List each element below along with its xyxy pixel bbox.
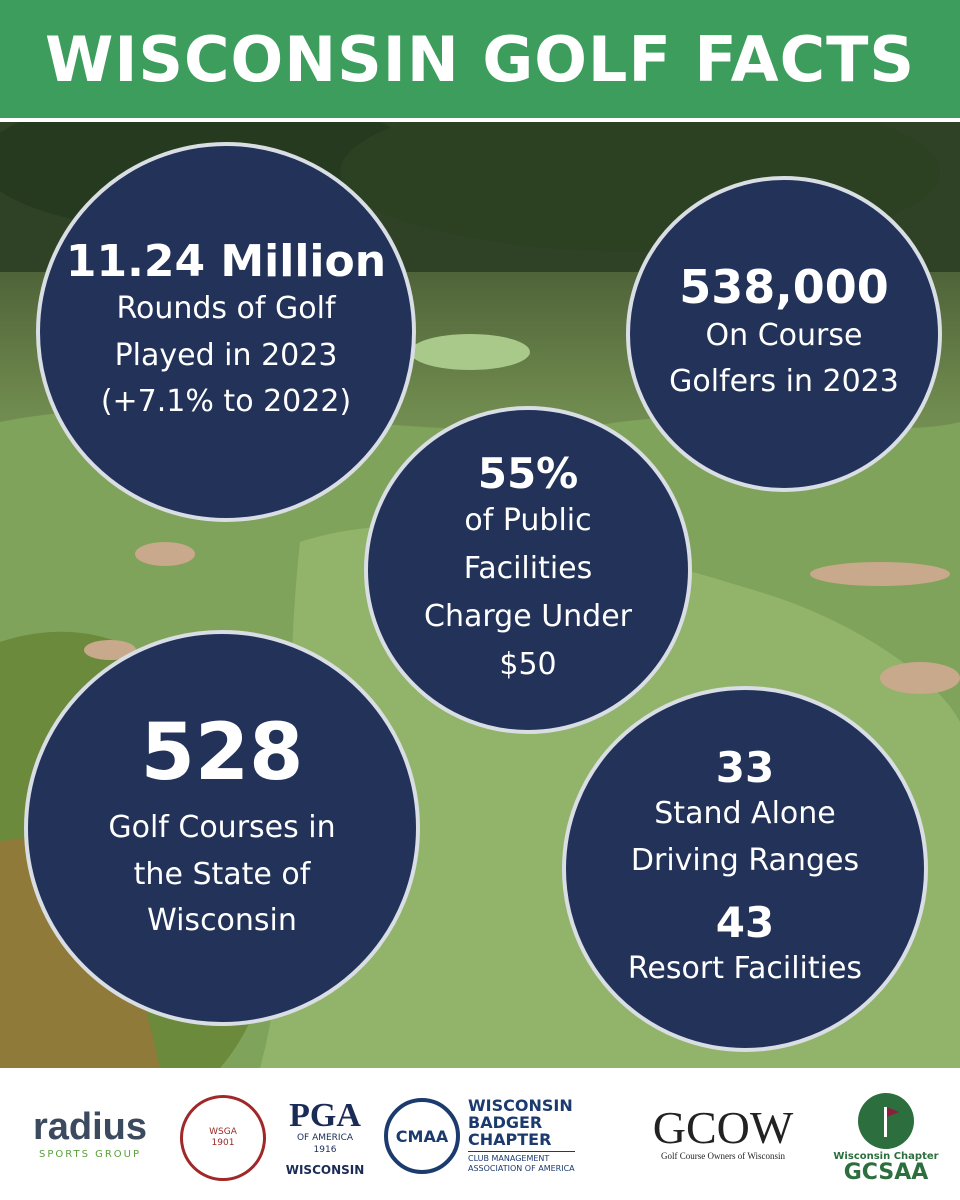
gcow-wordmark: GCOW xyxy=(652,1102,794,1153)
radius-logo: radius SPORTS GROUP xyxy=(20,1098,160,1168)
header-banner: WISCONSIN GOLF FACTS xyxy=(0,0,960,122)
gcsaa-chapter: Wisconsin Chapter xyxy=(833,1150,939,1162)
gcow-logo: GCOW Golf Course Owners of Wisconsin xyxy=(628,1098,818,1168)
gcsaa-logo: Wisconsin Chapter GCSAA xyxy=(828,1088,944,1188)
fact-line: the State of xyxy=(133,856,311,892)
fact-circle-ranges-resorts: 33 Stand Alone Driving Ranges 43 Resort … xyxy=(562,686,928,1052)
wsga-letters: WSGA xyxy=(209,1127,237,1138)
pga-year: 1916 xyxy=(313,1145,337,1155)
fact-headline: 33 xyxy=(715,743,775,793)
fact-headline: 538,000 xyxy=(679,260,889,315)
fact-line: Golf Courses in xyxy=(108,810,336,846)
fact-line: Played in 2023 xyxy=(114,337,338,373)
fact-circle-courses: 528 Golf Courses in the State of Wiscons… xyxy=(24,630,420,1026)
fact-line: Resort Facilities xyxy=(627,951,863,987)
pga-region: WISCONSIN xyxy=(285,1162,365,1177)
fact-line: Wisconsin xyxy=(147,903,297,939)
sand-bunker xyxy=(135,542,195,566)
cmaa-line: WISCONSIN xyxy=(468,1096,573,1116)
sponsor-footer: radius SPORTS GROUP WSGA 1901 PGA OF AME… xyxy=(0,1068,960,1200)
wsga-year: 1901 xyxy=(211,1138,235,1148)
fact-circle-rounds: 11.24 Million Rounds of Golf Played in 2… xyxy=(36,142,416,522)
cmaa-line: CHAPTER xyxy=(468,1129,552,1149)
fact-line: Charge Under xyxy=(424,599,632,635)
radius-wordmark: radius xyxy=(32,1106,148,1148)
green xyxy=(410,334,530,370)
cmaa-line: ASSOCIATION OF AMERICA xyxy=(468,1163,575,1173)
wsga-logo: WSGA 1901 xyxy=(175,1090,271,1186)
fact-line: $50 xyxy=(499,647,557,683)
fact-circle-golfers: 538,000 On Course Golfers in 2023 xyxy=(626,176,942,492)
fact-line: of Public xyxy=(464,503,592,539)
gcsaa-wordmark: GCSAA xyxy=(843,1159,929,1185)
gcow-subtitle: Golf Course Owners of Wisconsin xyxy=(661,1151,785,1161)
fact-line: Driving Ranges xyxy=(630,842,860,878)
fact-line: Golfers in 2023 xyxy=(669,364,899,400)
cmaa-logo: CMAA WISCONSIN BADGER CHAPTER CLUB MANAG… xyxy=(384,1096,614,1176)
sand-bunker xyxy=(810,562,950,586)
fact-headline: 11.24 Million xyxy=(65,236,387,288)
fact-circle-public-facilities: 55% of Public Facilities Charge Under $5… xyxy=(364,406,692,734)
fact-line: Facilities xyxy=(463,551,593,587)
fact-headline: 528 xyxy=(140,708,304,799)
radius-subtitle: SPORTS GROUP xyxy=(38,1149,142,1160)
sand-bunker xyxy=(880,662,960,694)
cmaa-line: CLUB MANAGEMENT xyxy=(468,1153,550,1163)
fact-line: (+7.1% to 2022) xyxy=(100,384,352,420)
pga-wordmark: PGA xyxy=(289,1097,361,1135)
fact-headline: 55% xyxy=(477,448,579,498)
wsga-seal-icon: WSGA 1901 xyxy=(180,1095,266,1181)
fact-line: Stand Alone xyxy=(654,796,836,832)
pga-logo: PGA OF AMERICA 1916 WISCONSIN xyxy=(280,1088,370,1188)
cmaa-line: BADGER xyxy=(468,1113,543,1133)
page-title: WISCONSIN GOLF FACTS xyxy=(44,22,916,96)
fact-line: Rounds of Golf xyxy=(116,291,336,327)
pga-subtitle: OF AMERICA xyxy=(296,1133,354,1144)
cmaa-seal-icon: CMAA xyxy=(384,1098,460,1174)
gcsaa-flag-icon xyxy=(858,1092,914,1149)
fact-headline-secondary: 43 xyxy=(715,898,775,948)
fact-line: On Course xyxy=(705,317,863,353)
